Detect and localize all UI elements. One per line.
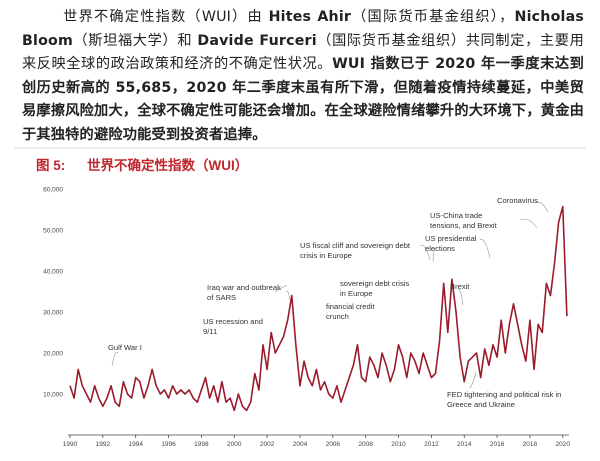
annotation: sovereign debt crisis in Europe — [340, 279, 410, 298]
y-tick-label: 10,000 — [43, 392, 63, 399]
x-tick-label: 2000 — [227, 441, 242, 448]
text-run: Davide Furceri — [197, 32, 317, 49]
y-tick-label: 40,000 — [43, 269, 63, 276]
x-tick-label: 2002 — [260, 441, 275, 448]
data-line — [69, 205, 568, 412]
figure-label: 图 5: — [36, 158, 65, 173]
annotation: FED tightening and political risk in Gre… — [447, 390, 562, 409]
x-tick-label: 2016 — [490, 441, 505, 448]
paragraph: 世界不确定性指数（WUI）由 Hites Ahir（国际货币基金组织），Nich… — [22, 6, 584, 147]
text-run: （国际货币基金组织）， — [351, 9, 515, 25]
x-tick-label: 1992 — [96, 441, 111, 448]
chart-title: 世界不确定性指数（WUI） — [87, 157, 248, 173]
leader — [534, 201, 549, 213]
y-tick-label: 60,000 — [43, 187, 63, 194]
x-tick-label: 2006 — [326, 441, 341, 448]
x-tick-label: 1998 — [194, 441, 209, 448]
x-tick-label: 2004 — [293, 441, 308, 448]
text-run: WUI 指数已于 2020 年一季度末达到创历史新高的 55,685，2020 … — [22, 56, 584, 143]
x-tick-label: 1990 — [63, 441, 78, 448]
leader — [111, 352, 119, 367]
leader — [285, 290, 291, 301]
annotation: US-China trade tensions, and Brexit — [430, 211, 497, 230]
leader — [432, 248, 436, 263]
annotation: Brexit — [450, 282, 470, 291]
annotation: Iraq war and outbreak of SARS — [207, 283, 281, 302]
text-run: Hites Ahir — [268, 9, 352, 25]
x-tick-label: 2014 — [457, 441, 472, 448]
annotation: US recession and 9/11 — [203, 317, 263, 336]
y-tick-label: 20,000 — [43, 351, 63, 358]
text-run: （斯坦福大学）和 — [72, 32, 198, 49]
figure: 图 5: 世界不确定性指数（WUI） 10,000 20,000 30,000 40,… — [0, 140, 600, 461]
x-tick-label: 1996 — [161, 441, 176, 448]
leader — [457, 289, 464, 306]
x-tick-label: 2020 — [556, 441, 571, 448]
leader — [469, 371, 477, 389]
leader — [419, 245, 431, 261]
text-run: 世界不确定性指数（WUI）由 — [63, 9, 269, 25]
leader — [479, 239, 491, 259]
text-run: （国际货币基金组织）共同制定，主要用来反映全球的政治政策和经济的不确定性状况。 — [22, 32, 585, 73]
leader — [274, 284, 288, 293]
annotation: Coronavirus — [497, 196, 538, 205]
x-tick-label: 1994 — [128, 441, 143, 448]
annotation: financial credit crunch — [326, 302, 375, 321]
y-tick-label: 50,000 — [43, 228, 63, 235]
annotation: Gulf War I — [108, 343, 142, 352]
text-run: Nicholas Bloom — [22, 9, 585, 49]
chart: 图 5: 世界不确定性指数（WUI） 10,000 20,000 30,000 40,… — [14, 147, 586, 448]
leader — [519, 218, 538, 229]
x-tick-label: 2012 — [424, 441, 439, 448]
y-tick-label: 30,000 — [43, 310, 63, 317]
x-tick-label: 2008 — [358, 441, 373, 448]
annotation: US fiscal cliff and sovereign debt crisi… — [300, 241, 411, 260]
x-tick-label: 2010 — [391, 441, 406, 448]
annotation: US presidential elections — [425, 234, 477, 253]
x-tick-label: 2018 — [523, 441, 538, 448]
